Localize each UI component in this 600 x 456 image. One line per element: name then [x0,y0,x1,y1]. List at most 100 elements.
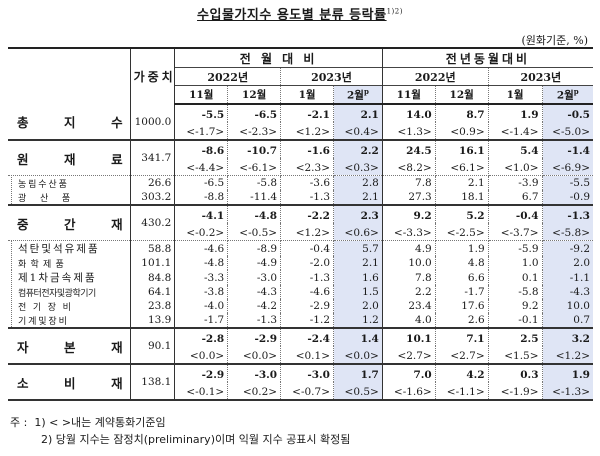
table-row-contract: <-0.2> <-0.5> <1.2> <0.6> <-3.3> <-2.5> <-3.7>… [8,223,593,241]
cell-value: 7.0 [382,364,436,382]
row-weight: 23.8 [130,299,176,313]
cell-value: 6.7 [488,190,543,206]
cell-value: -1.7 [174,313,229,329]
cell-value: 5.2 [435,205,489,223]
cell-value: -4.9 [227,256,282,270]
row-weight: 303.2 [130,190,176,206]
cell-value: 2.2 [382,285,436,299]
cell-value: -4.6 [280,285,334,299]
cell-contract-value: <-3.7> [488,223,543,241]
cell-value: -4.3 [542,285,593,299]
table-row: 컴퓨터전자및광학기기 64.1 -3.8 -4.3 -4.6 1.5 2.2 -1.7 -5.8… [8,285,593,299]
cell-value: -5.5 [542,175,593,190]
footnote-1: 주 : 1) < >내는 계약통화기준임 [10,416,166,429]
table-title: 수입물가지수 용도별 분류 등락률1)2) [197,7,403,23]
table-row: 농 림 수 산 품 26.6 -6.5 -5.8 -3.6 2.8 7.8 2.1 -3.9 -5… [8,175,593,190]
cell-value: -1.4 [542,140,593,158]
table-row-contract: <0.0> <0.0> <0.1> <0.0> <2.7> <2.7> <1.5> <1.2> [8,346,593,365]
cell-value: 9.2 [488,299,543,313]
cell-value: -4.1 [174,205,229,223]
footnote-2: 2) 당월 지수는 잠정치(preliminary)이며 익월 지수 공표시 확… [41,433,351,446]
table-row: 총 지 수 1000.0 -5.5 -6.5 -2.1 2.1 14.0 8.7 1.9 -0.5 [8,104,593,141]
row-weight: 90.1 [130,328,176,365]
header-month: 2월p [333,85,383,105]
cell-value: -2.0 [280,256,334,270]
row-label: 전 기 장 비 [8,299,131,313]
cell-contract-value: <-1.1> [435,382,489,401]
cell-value: 8.7 [435,104,489,122]
header-year: 2023년 [280,67,383,86]
cell-value: -1.7 [435,285,489,299]
cell-value: -0.5 [542,104,593,122]
cell-contract-value: <0.9> [435,122,489,141]
cell-value: 24.5 [382,140,436,158]
cell-value: -8.9 [227,240,282,256]
cell-contract-value: <1.2> [280,122,334,141]
cell-value: 1.5 [333,285,383,299]
cell-value: 2.1 [333,190,383,206]
cell-contract-value: <0.0> [227,346,282,365]
cell-value: -0.1 [488,313,543,329]
cell-value: 2.1 [435,175,489,190]
cell-value: 5.4 [488,140,543,158]
cell-value: -3.0 [280,364,334,382]
cell-value: -2.8 [174,328,229,346]
cell-contract-value: <-0.7> [280,382,334,401]
row-label: 화 학 제 품 [8,256,131,270]
row-weight: 84.8 [130,270,176,285]
cell-value: 7.8 [382,175,436,190]
cell-contract-value: <1.0> [488,158,543,176]
table-row: 광 산 품 303.2 -8.8 -11.4 -1.3 2.1 27.3 18.1 6.7 -0.… [8,190,593,206]
cell-contract-value: <-1.9> [488,382,543,401]
row-label: 석탄및석유제품 [8,240,131,256]
cell-value: 2.1 [333,256,383,270]
cell-value: -3.8 [174,285,229,299]
cell-value: -5.8 [488,285,543,299]
row-weight: 101.1 [130,256,176,270]
cell-value: -4.2 [227,299,282,313]
header-month: 11월 [174,85,229,105]
header-blank [8,47,131,104]
cell-value: 1.9 [435,240,489,256]
cell-contract-value: <1.2> [280,223,334,241]
cell-value: 27.3 [382,190,436,206]
row-label: 기 계 및 장 비 [8,313,131,329]
cell-contract-value: <1.5> [488,346,543,365]
table-row-contract: <-1.7> <-2.3> <1.2> <0.4> <1.3> <0.9> <-1.4> <-… [8,122,593,141]
cell-value: 16.1 [435,140,489,158]
cell-value: 23.4 [382,299,436,313]
cell-contract-value: <2.7> [382,346,436,365]
table-row: 화 학 제 품 101.1 -4.8 -4.9 -2.0 2.1 10.0 4.8 1.0 2.0 [8,256,593,270]
cell-contract-value: <0.3> [333,158,383,176]
cell-value: -2.9 [227,328,282,346]
cell-value: -4.3 [227,285,282,299]
cell-value: -5.9 [488,240,543,256]
table-row-contract: <-0.1> <0.2> <-0.7> <0.5> <-1.6> <-1.1> <-1.9>… [8,382,593,401]
row-weight: 13.9 [130,313,176,329]
cell-value: 10.0 [542,299,593,313]
cell-value: -2.1 [280,104,334,122]
cell-value: -2.9 [280,299,334,313]
cell-contract-value: <6.1> [435,158,489,176]
row-weight: 58.8 [130,240,176,256]
cell-value: -3.0 [227,364,282,382]
row-weight: 430.2 [130,205,176,241]
cell-contract-value: <-1.3> [542,382,593,401]
cell-contract-value: <-0.5> [227,223,282,241]
row-label: 농 림 수 산 품 [8,175,131,190]
cell-value: -0.4 [488,205,543,223]
cell-value: 2.2 [333,140,383,158]
row-label: 컴퓨터전자및광학기기 [8,285,131,299]
cell-value: 1.4 [333,328,383,346]
cell-value: -4.6 [174,240,229,256]
cell-value: -5.8 [227,175,282,190]
cell-value: -6.5 [227,104,282,122]
cell-contract-value: <-3.3> [382,223,436,241]
header-month: 1월 [488,85,543,105]
cell-value: -1.3 [280,190,334,206]
cell-value: -0.4 [280,240,334,256]
cell-value: -8.6 [174,140,229,158]
cell-value: 2.0 [333,299,383,313]
